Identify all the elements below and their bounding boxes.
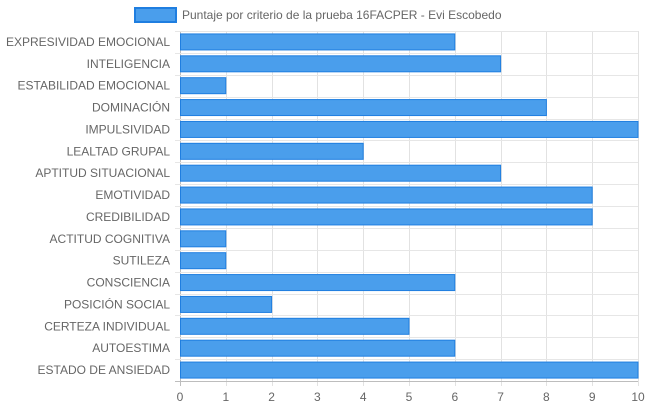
category-label: AUTOESTIMA bbox=[92, 341, 170, 355]
legend-swatch[interactable] bbox=[134, 7, 177, 23]
legend[interactable]: Puntaje por criterio de la prueba 16FACP… bbox=[134, 7, 502, 23]
bar[interactable] bbox=[180, 361, 639, 379]
category-label: EMOTIVIDAD bbox=[95, 188, 170, 202]
x-tick-label: 0 bbox=[177, 390, 184, 404]
category-labels: EXPRESIVIDAD EMOCIONAL INTELIGENCIA ESTABI… bbox=[6, 35, 170, 377]
category-label: INTELIGENCIA bbox=[87, 57, 170, 71]
category-label: APTITUD SITUACIONAL bbox=[35, 166, 170, 180]
category-label: ESTABILIDAD EMOCIONAL bbox=[18, 79, 171, 93]
bar[interactable] bbox=[180, 120, 639, 138]
legend-label[interactable]: Puntaje por criterio de la prueba 16FACP… bbox=[182, 8, 502, 22]
x-tick-label: 3 bbox=[314, 390, 321, 404]
bars bbox=[180, 33, 639, 379]
bar[interactable] bbox=[180, 339, 456, 357]
bar[interactable] bbox=[180, 317, 410, 335]
bar[interactable] bbox=[180, 274, 456, 292]
category-label: SUTILEZA bbox=[113, 254, 170, 268]
category-label: POSICIÓN SOCIAL bbox=[64, 296, 170, 311]
x-tick-label: 6 bbox=[451, 390, 458, 404]
x-tick-label: 10 bbox=[631, 390, 645, 404]
x-axis-tick-labels: 0 1 2 3 4 5 6 7 8 9 10 bbox=[177, 390, 645, 404]
bar[interactable] bbox=[180, 77, 227, 95]
bar[interactable] bbox=[180, 295, 273, 313]
x-tick-label: 2 bbox=[268, 390, 275, 404]
category-label: IMPULSIVIDAD bbox=[85, 122, 170, 136]
bar[interactable] bbox=[180, 208, 593, 226]
bar[interactable] bbox=[180, 33, 456, 51]
x-tick-label: 1 bbox=[222, 390, 229, 404]
category-label: CERTEZA INDIVIDUAL bbox=[44, 319, 170, 333]
bar[interactable] bbox=[180, 252, 227, 270]
bar[interactable] bbox=[180, 186, 593, 204]
x-tick-label: 4 bbox=[360, 390, 367, 404]
bar[interactable] bbox=[180, 230, 227, 248]
x-tick-label: 7 bbox=[497, 390, 504, 404]
bar[interactable] bbox=[180, 99, 547, 117]
x-tick-label: 5 bbox=[406, 390, 413, 404]
x-tick-label: 9 bbox=[589, 390, 596, 404]
category-label: ACTITUD COGNITIVA bbox=[50, 232, 170, 246]
category-label: CONSCIENCIA bbox=[87, 276, 170, 290]
category-label: CREDIBILIDAD bbox=[86, 210, 170, 224]
category-label: LEALTAD GRUPAL bbox=[67, 144, 171, 158]
grid bbox=[175, 31, 639, 386]
category-label: DOMINACIÓN bbox=[92, 100, 170, 115]
category-label: EXPRESIVIDAD EMOCIONAL bbox=[6, 35, 170, 49]
bar[interactable] bbox=[180, 164, 502, 182]
x-tick-label: 8 bbox=[543, 390, 550, 404]
category-label: ESTADO DE ANSIEDAD bbox=[38, 363, 171, 377]
bar[interactable] bbox=[180, 55, 502, 73]
bar[interactable] bbox=[180, 142, 364, 160]
